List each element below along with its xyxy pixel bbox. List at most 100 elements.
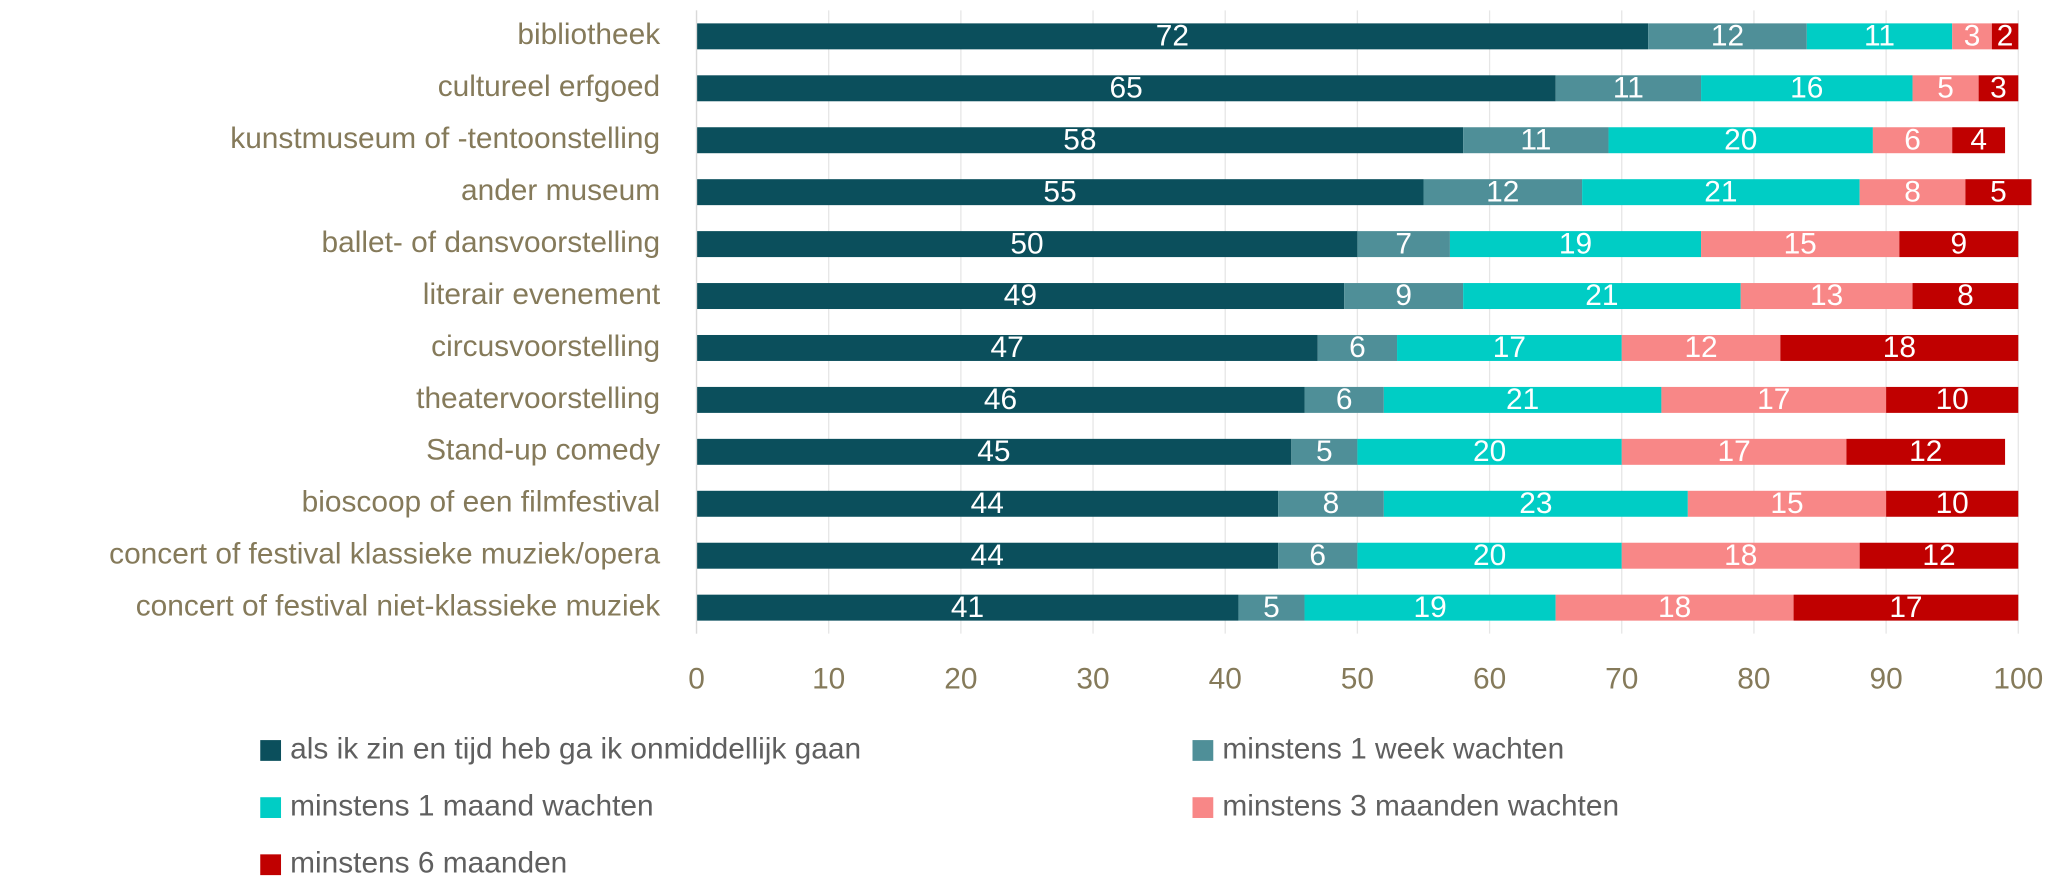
bar-segment [696,594,1239,621]
bar-segment [1317,334,1398,361]
category-label: bioscoop of een filmfestival [302,486,661,519]
bar-segment [1383,490,1688,517]
bar-segment [696,386,1305,413]
data-label: 17 [1717,435,1750,468]
data-label: 7 [1395,227,1412,260]
category-label: cultureel erfgoed [438,70,660,103]
data-label: 6 [1336,383,1353,416]
bar-segment [696,231,1358,258]
bar-segment [1608,127,1873,154]
data-label: 8 [1323,487,1340,520]
data-label: 47 [991,331,1024,364]
data-label: 3 [1990,71,2007,104]
x-tick-label: 10 [812,662,845,695]
x-tick-label: 70 [1605,662,1638,695]
data-label: 5 [1937,71,1954,104]
bar-segment [696,179,1424,206]
bar-segment [1291,438,1358,465]
bar-segment [1846,438,2006,465]
bar-segment [1793,594,2019,621]
bar-segment [1344,283,1464,310]
bar-segment [1991,23,2019,50]
data-label: 55 [1043,175,1076,208]
data-label: 12 [1486,175,1519,208]
legend-label: minstens 1 week wachten [1222,732,1564,765]
data-label: 5 [1990,175,2007,208]
data-label: 10 [1936,383,1969,416]
category-label: theatervoorstelling [416,382,660,415]
category-label: bibliotheek [517,18,660,51]
bar-segment [1965,179,2032,206]
legend-label: als ik zin en tijd heb ga ik onmiddellij… [290,732,861,765]
data-label: 45 [977,435,1010,468]
data-label: 8 [1957,279,1974,312]
data-label: 11 [1864,20,1895,53]
bar-segment [696,23,1649,50]
data-label: 2 [1997,20,2014,53]
data-label: 9 [1395,279,1412,312]
data-label: 41 [951,591,984,624]
data-label: 20 [1473,539,1506,572]
bar-segment [1278,490,1384,517]
bar-segment [1859,179,1966,206]
bar-segment [1780,334,2019,361]
bar-segment [1397,334,1622,361]
data-label: 12 [1711,20,1744,53]
data-label: 21 [1704,175,1737,208]
data-label: 50 [1010,227,1043,260]
category-label: ballet- of dansvoorstelling [322,226,661,259]
x-tick-label: 90 [1869,662,1902,695]
data-label: 72 [1156,20,1189,53]
legend-label: minstens 6 maanden [290,847,567,880]
bar-segment [1304,594,1556,621]
bar-segment [1383,386,1662,413]
bar-segment [1463,127,1609,154]
data-label: 16 [1790,71,1823,104]
bar-segment [1701,231,1900,258]
x-tick-label: 40 [1209,662,1242,695]
bar-segment [1899,231,2019,258]
bar-segment [696,334,1318,361]
bar-segment [1859,542,2019,569]
data-label: 18 [1724,539,1757,572]
data-label: 11 [1520,123,1551,156]
bar-segment [696,127,1464,154]
data-label: 13 [1810,279,1843,312]
data-label: 23 [1519,487,1552,520]
legend-swatch [260,854,282,876]
category-label: literair evenement [423,278,661,311]
x-tick-label: 50 [1341,662,1374,695]
bar-segment [1912,75,1979,102]
bar-segment [1886,386,2019,413]
data-label: 12 [1684,331,1717,364]
category-label: kunstmuseum of -tentoonstelling [230,122,660,155]
data-label: 58 [1063,123,1096,156]
bar-segment [1806,23,1953,50]
data-label: 17 [1757,383,1790,416]
data-label: 17 [1889,591,1922,624]
data-label: 21 [1585,279,1618,312]
x-tick-label: 100 [1993,662,2043,695]
x-tick-label: 20 [944,662,977,695]
bar-segment [1278,542,1358,569]
legend-label: minstens 1 maand wachten [290,789,653,822]
bar-segment [1952,127,2006,154]
data-label: 12 [1922,539,1955,572]
bar-segment [1648,23,1807,50]
bar-segment [1886,490,2019,517]
legend-swatch [1192,797,1214,818]
category-label: circusvoorstelling [431,330,660,363]
data-label: 11 [1613,71,1644,104]
category-label: concert of festival klassieke muziek/ope… [109,538,660,571]
bar-segment [1661,386,1887,413]
x-tick-label: 0 [688,662,705,695]
bar-segment [696,75,1556,102]
bar-segment [1621,542,1860,569]
data-label: 6 [1309,539,1326,572]
data-label: 15 [1784,227,1817,260]
data-label: 5 [1263,591,1280,624]
bar-segment [1687,490,1887,517]
data-label: 15 [1770,487,1803,520]
bar-segment [1621,334,1781,361]
